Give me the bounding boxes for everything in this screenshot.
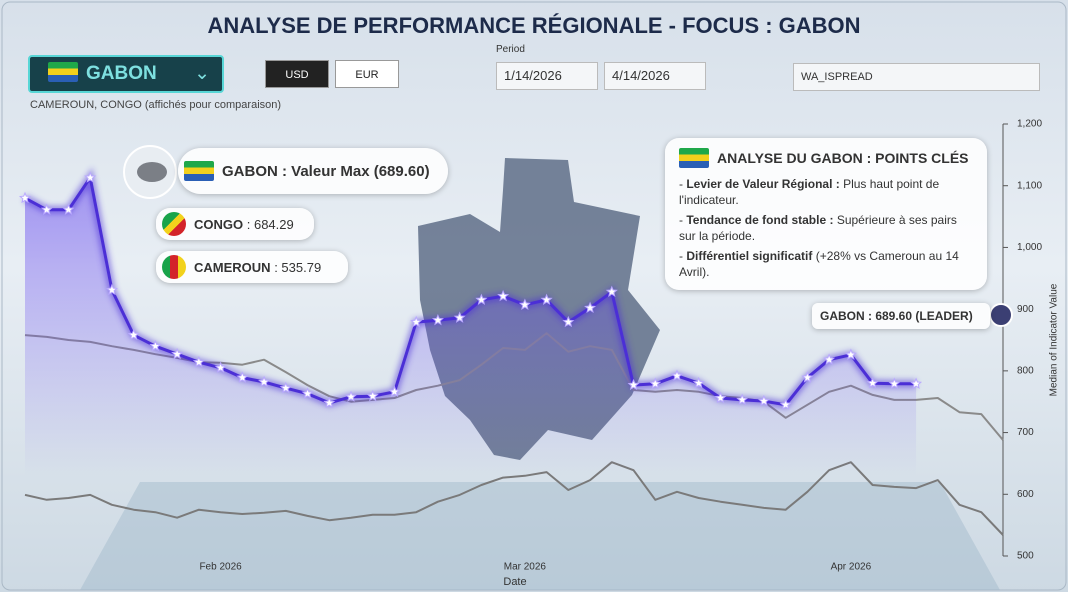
point-marker xyxy=(584,301,597,314)
cameroun-name: CAMEROUN xyxy=(194,259,271,275)
point-marker xyxy=(888,377,901,389)
currency-button[interactable]: USD xyxy=(265,60,329,88)
analysis-points: - Levier de Valeur Régional : Plus haut … xyxy=(679,176,973,280)
point-marker xyxy=(910,377,923,389)
point-marker xyxy=(801,371,814,383)
point-marker xyxy=(431,314,444,326)
point-marker xyxy=(410,315,423,328)
point-marker xyxy=(562,315,575,328)
point-marker xyxy=(692,376,705,389)
y-tick-label: 600 xyxy=(1017,489,1034,500)
max-text: GABON : Valeur Max (689.60) xyxy=(222,162,430,180)
analysis-title: ANALYSE DU GABON : POINTS CLÉS xyxy=(717,150,969,166)
y-tick-label: 500 xyxy=(1017,551,1034,562)
point-marker xyxy=(497,289,510,302)
y-axis-title: Median of Indicator Value xyxy=(1049,283,1060,396)
x-tick-label: Mar 2026 xyxy=(504,562,547,573)
point-marker xyxy=(40,203,53,215)
plot-area: 500 600 700 800 900 1,000 1,100 1,200 Feb 2026 Ma… xyxy=(18,119,1042,573)
leader-card: GABON : 689.60 (LEADER) xyxy=(812,303,990,329)
point-marker xyxy=(62,203,75,215)
y-tick-label: 1,200 xyxy=(1017,119,1042,130)
currency-button[interactable]: EUR xyxy=(335,60,399,88)
point-marker xyxy=(844,348,857,360)
point-marker xyxy=(779,398,792,410)
point-marker xyxy=(84,171,97,183)
point-text: Supérieure à ses pairs sur la période. xyxy=(679,213,957,243)
point-marker xyxy=(388,385,401,397)
cameroun-value: : 535.79 xyxy=(274,259,322,275)
analysis-box: ANALYSE DU GABON : POINTS CLÉS - Levier … xyxy=(665,138,987,290)
title: ANALYSE DE PERFORMANCE RÉGIONALE - FOCUS… xyxy=(207,13,860,38)
point-text: Plus haut point de l'indicateur. xyxy=(679,177,940,207)
point-marker xyxy=(192,355,205,368)
point-marker xyxy=(540,293,553,305)
point-marker xyxy=(475,293,488,305)
point-marker xyxy=(344,390,358,402)
cameroun-card: CAMEROUN : 535.79 xyxy=(156,251,348,283)
point-marker xyxy=(214,361,227,373)
max-card: GABON : Valeur Max (689.60) xyxy=(178,148,448,194)
point-marker xyxy=(18,191,32,204)
y-tick-label: 1,000 xyxy=(1017,242,1042,253)
x-tick-label: Apr 2026 xyxy=(831,562,872,573)
point-bold: Tendance de fond stable : xyxy=(686,213,834,227)
point-marker xyxy=(757,394,770,407)
period-label: Period xyxy=(496,44,525,55)
x-tick-label: Feb 2026 xyxy=(199,562,242,573)
country-dropdown[interactable]: GABON ⌄ xyxy=(28,55,224,93)
measure-dropdown[interactable]: WA_ISPREAD xyxy=(793,63,1040,91)
point-marker xyxy=(105,283,118,296)
point-marker xyxy=(127,328,140,341)
congo-name: CONGO xyxy=(194,216,244,232)
analysis-point: - Levier de Valeur Régional : Plus haut … xyxy=(679,177,940,207)
subtitle: CAMEROUN, CONGO (affichés pour comparais… xyxy=(30,99,281,111)
x-axis-title: Date xyxy=(503,576,526,588)
analysis-point: - Différentiel significatif (+28% vs Cam… xyxy=(679,249,959,279)
congo-card: CONGO : 684.29 xyxy=(156,208,314,240)
point-marker xyxy=(236,371,249,383)
point-marker xyxy=(301,387,314,399)
elephant-body xyxy=(137,162,167,182)
point-marker xyxy=(605,285,618,297)
point-marker xyxy=(366,389,379,402)
point-marker xyxy=(323,396,336,409)
leader-icon xyxy=(989,303,1013,327)
end-date[interactable]: 4/14/2026 xyxy=(604,62,706,90)
point-bold: Levier de Valeur Régional : xyxy=(686,177,840,191)
country-label: GABON xyxy=(86,63,157,84)
point-marker xyxy=(279,381,292,394)
point-marker xyxy=(736,393,749,405)
point-marker xyxy=(670,369,684,381)
point-marker xyxy=(453,311,466,323)
point-bold: Différentiel significatif xyxy=(686,249,813,263)
point-text: (+28% vs Cameroun au 14 Avril). xyxy=(679,249,959,279)
area xyxy=(25,177,917,476)
point-marker xyxy=(518,298,531,310)
y-tick-label: 700 xyxy=(1017,427,1034,438)
y-tick-label: 800 xyxy=(1017,365,1034,376)
start-date[interactable]: 1/14/2026 xyxy=(496,62,598,90)
chevron: ⌄ xyxy=(194,63,210,84)
point-marker xyxy=(149,339,162,352)
platform xyxy=(80,482,1000,590)
point-marker xyxy=(866,376,879,389)
point-marker xyxy=(823,353,836,365)
analysis-point: - Tendance de fond stable : Supérieure à… xyxy=(679,213,957,243)
point-marker xyxy=(649,377,662,389)
y-tick-label: 1,100 xyxy=(1017,180,1042,191)
congo-value: : 684.29 xyxy=(246,216,294,232)
y-tick-label: 900 xyxy=(1017,304,1034,315)
point-marker xyxy=(627,378,640,391)
point-marker xyxy=(714,391,727,404)
point-marker xyxy=(258,375,271,388)
point-marker xyxy=(171,347,184,360)
